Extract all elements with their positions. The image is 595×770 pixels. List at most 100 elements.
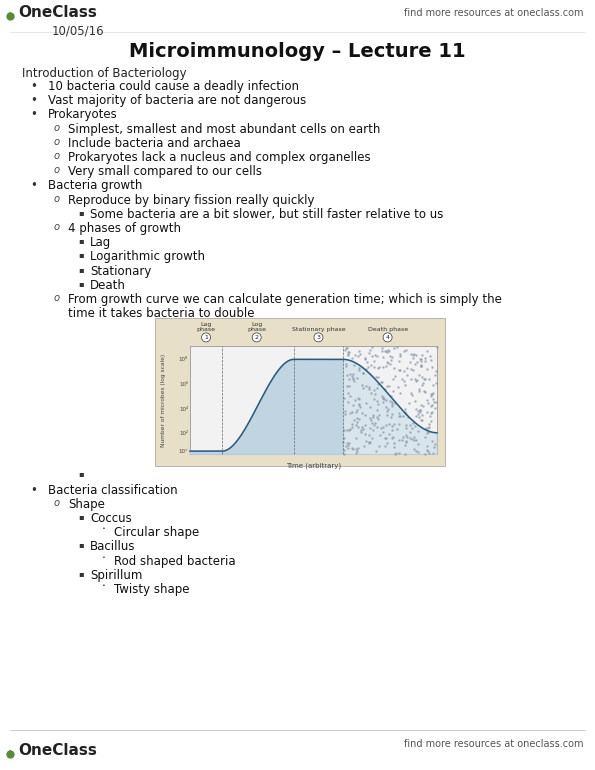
Point [384,344,393,357]
Point [399,374,408,387]
Point [428,393,437,405]
Point [343,347,352,360]
Point [350,393,360,406]
Point [396,387,405,399]
Point [362,356,372,368]
Point [408,363,418,376]
Point [414,385,424,397]
Point [406,363,416,375]
Point [428,399,437,411]
Point [371,388,380,400]
Point [414,383,424,395]
Point [428,447,437,460]
Point [367,413,376,426]
Point [367,387,376,399]
Point [416,355,425,367]
Point [386,390,395,402]
Point [388,373,397,385]
Point [380,383,390,395]
Point [344,346,353,358]
Point [416,414,426,427]
Point [400,447,409,460]
Point [427,387,436,400]
Text: Stationary: Stationary [90,265,151,278]
Point [365,401,375,413]
Point [343,369,352,381]
Point [353,420,363,433]
Point [343,442,353,454]
Point [354,413,364,426]
Point [394,447,404,459]
Point [382,380,392,392]
Point [365,422,375,434]
Point [394,355,404,367]
Point [364,361,373,373]
Point [420,430,430,443]
Point [406,432,415,444]
Point [424,420,433,433]
Point [358,379,367,391]
Circle shape [314,333,323,342]
Point [416,359,425,371]
Point [377,376,386,388]
Point [405,356,415,368]
Point [349,373,358,385]
Point [359,440,369,453]
Point [361,380,371,393]
Point [378,391,387,403]
Point [422,363,432,375]
Point [347,370,357,382]
Point [372,350,382,363]
Point [415,406,425,418]
Circle shape [252,333,261,342]
Point [350,413,359,426]
Point [418,408,427,420]
Point [339,424,349,436]
Point [415,403,425,416]
Point [373,397,383,410]
Point [360,419,369,431]
Point [396,347,405,360]
Point [364,347,374,360]
Point [351,443,361,455]
Point [396,363,405,376]
Point [419,385,429,397]
FancyBboxPatch shape [190,346,437,454]
Point [398,430,408,443]
Point [347,441,357,454]
Point [419,373,428,385]
Point [352,415,362,427]
Point [368,410,377,422]
Point [382,346,392,359]
Point [378,427,388,439]
Point [384,428,393,440]
Text: Logarithmic growth: Logarithmic growth [90,250,205,263]
Point [377,345,387,357]
Point [378,392,387,404]
Point [376,421,386,434]
Point [418,377,428,390]
Point [343,341,352,353]
Point [367,341,377,353]
Point [378,396,388,408]
Point [361,427,370,440]
Point [382,409,392,421]
Point [411,357,420,370]
Point [413,446,422,458]
Text: find more resources at oneclass.com: find more resources at oneclass.com [403,8,583,18]
Point [402,362,412,374]
Point [368,424,378,436]
Polygon shape [190,360,343,454]
Point [420,373,430,385]
Point [408,349,418,361]
Point [421,386,430,398]
Text: ▪: ▪ [78,236,84,245]
Point [372,381,382,393]
Point [345,407,355,419]
Point [411,375,421,387]
Point [401,419,411,431]
Point [429,440,439,453]
Point [425,350,434,363]
Text: 2: 2 [255,335,259,340]
Point [381,432,390,444]
